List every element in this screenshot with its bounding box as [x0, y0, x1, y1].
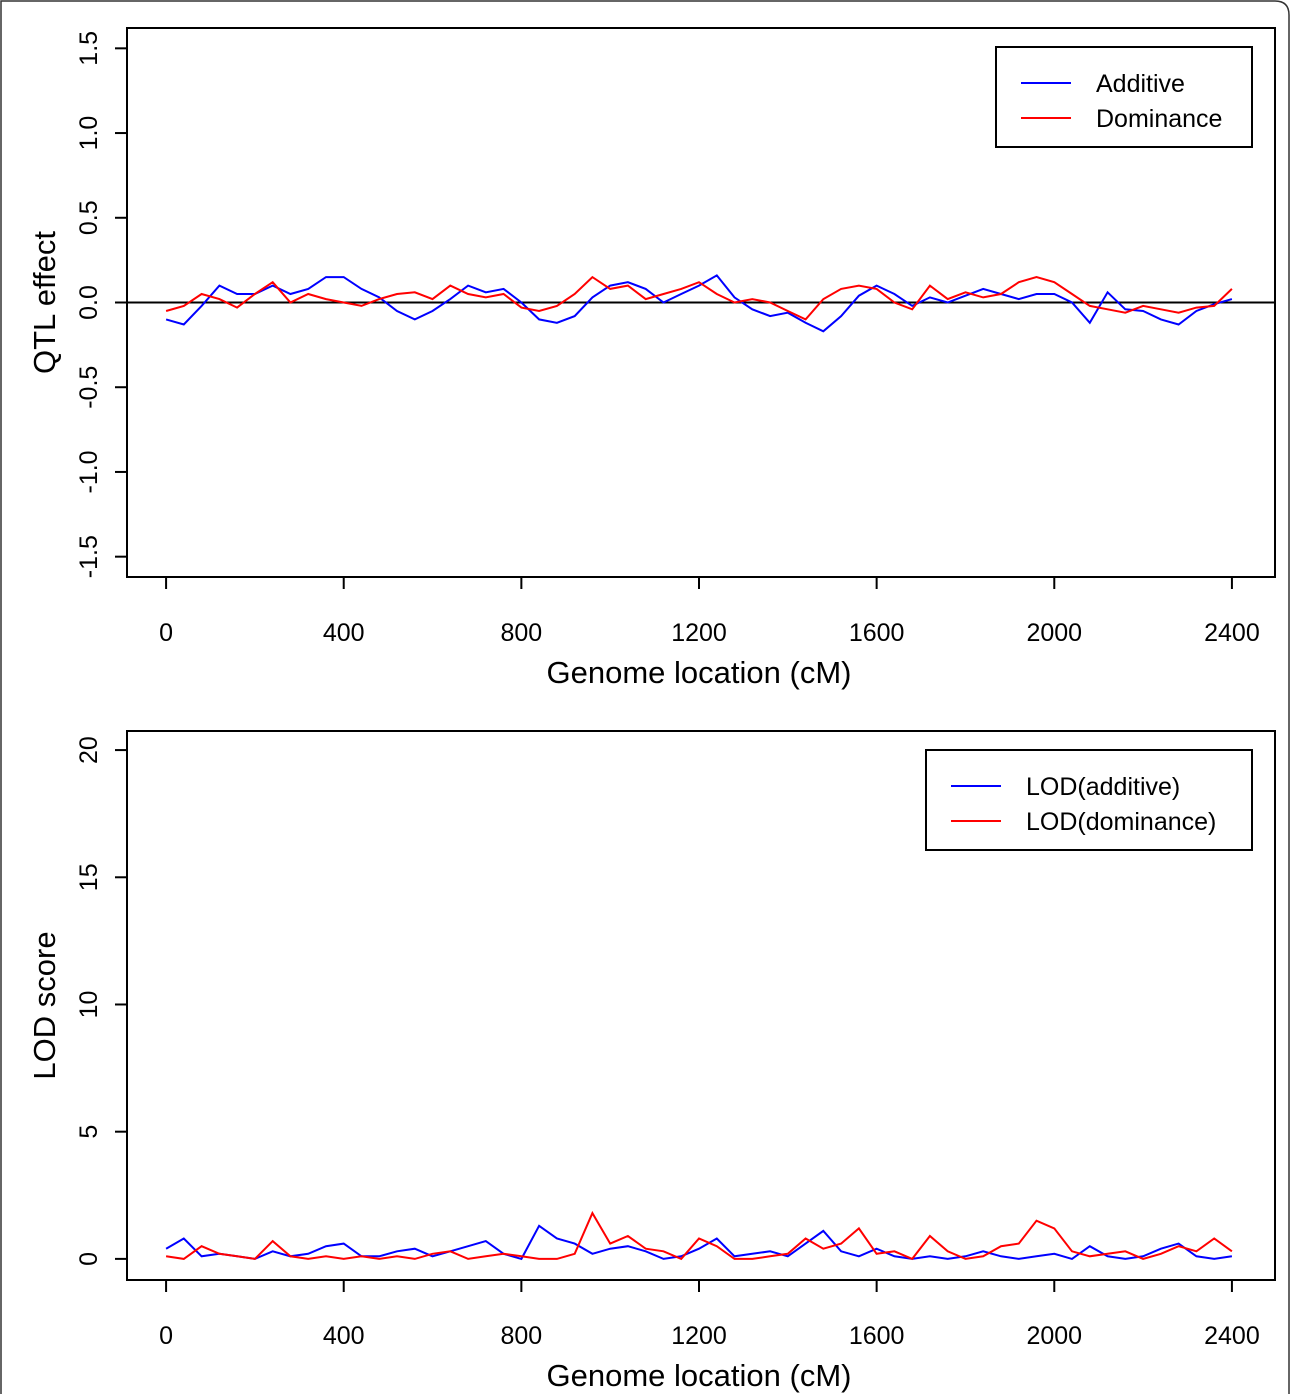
x-tick-label: 2400 — [1204, 619, 1260, 647]
y-axis-label: LOD score — [27, 931, 62, 1079]
x-tick-label: 400 — [323, 619, 365, 647]
data-line — [165, 1224, 1233, 1261]
x-tick-label: 1200 — [671, 619, 727, 647]
legend-label: Dominance — [1096, 105, 1222, 133]
legend-box — [995, 46, 1253, 148]
x-tick-label: 800 — [501, 1322, 543, 1350]
x-axis-label: Genome location (cM) — [547, 1358, 852, 1393]
x-tick-label: 400 — [323, 1322, 365, 1350]
y-tick-label: 0 — [75, 1252, 103, 1266]
data-line — [165, 275, 1233, 321]
x-tick-label: 1600 — [849, 1322, 905, 1350]
data-line — [165, 274, 1233, 333]
y-tick-label: 15 — [75, 863, 103, 891]
plot-frame — [126, 730, 1276, 1281]
x-tick-label: 800 — [501, 619, 543, 647]
legend-label: LOD(additive) — [1026, 773, 1180, 801]
y-tick-label: 20 — [75, 736, 103, 764]
x-tick-label: 2400 — [1204, 1322, 1260, 1350]
data-line — [165, 1210, 1233, 1261]
x-tick-label: 2000 — [1026, 1322, 1082, 1350]
legend-label: Additive — [1096, 70, 1185, 98]
legend-box — [925, 749, 1253, 851]
y-tick-label: -1.0 — [75, 450, 103, 493]
y-tick-label: 0.0 — [75, 285, 103, 320]
x-tick-label: 2000 — [1026, 619, 1082, 647]
y-tick-label: 10 — [75, 991, 103, 1019]
x-axis-label: Genome location (cM) — [547, 655, 852, 690]
y-tick-label: 0.5 — [75, 200, 103, 235]
x-tick-label: 1200 — [671, 1322, 727, 1350]
y-tick-label: 5 — [75, 1125, 103, 1139]
legend-label: LOD(dominance) — [1026, 808, 1216, 836]
x-tick-label: 1600 — [849, 619, 905, 647]
x-tick-label: 0 — [159, 619, 173, 647]
x-tick-label: 0 — [159, 1322, 173, 1350]
y-tick-label: -1.5 — [75, 535, 103, 578]
y-tick-label: -0.5 — [75, 366, 103, 409]
y-axis-label: QTL effect — [27, 231, 62, 374]
y-tick-label: 1.0 — [75, 116, 103, 151]
y-tick-label: 1.5 — [75, 31, 103, 66]
